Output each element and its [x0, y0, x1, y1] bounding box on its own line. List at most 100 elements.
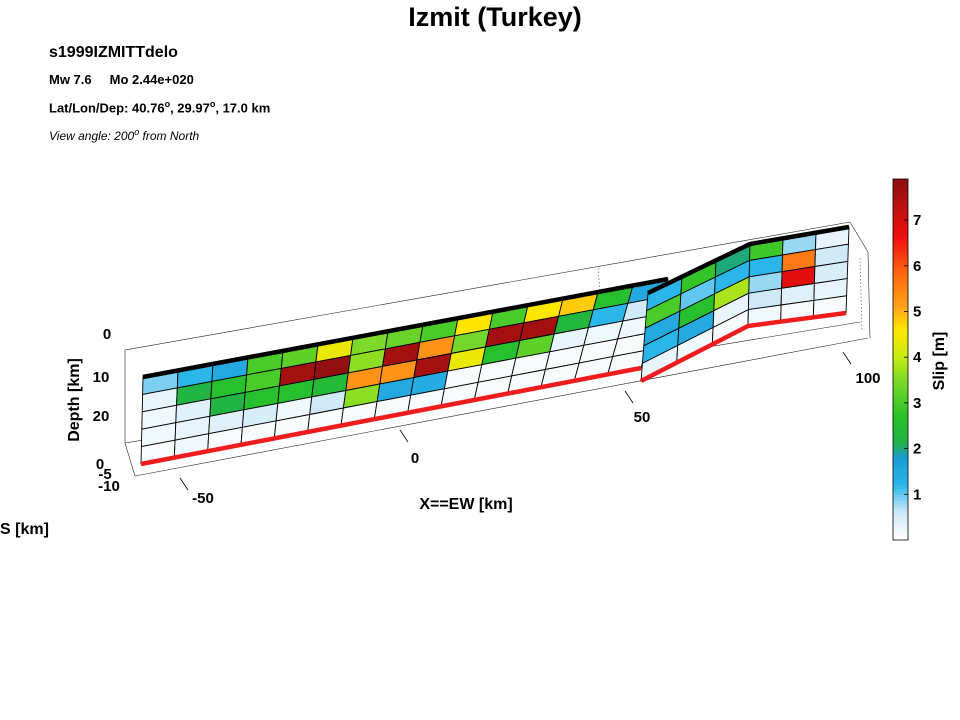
colorbar-segment	[893, 467, 908, 472]
colorbar-segment	[893, 476, 908, 481]
colorbar-segment	[893, 242, 908, 246]
colorbar-segment	[893, 212, 908, 216]
colorbar-segment	[893, 314, 908, 318]
colorbar-segment	[893, 443, 908, 448]
depth-tick-label: 20	[93, 408, 110, 425]
colorbar-segment	[893, 503, 908, 508]
colorbar-segment	[893, 335, 908, 340]
colorbar-tick-label: 7	[913, 212, 921, 229]
colorbar-segment	[893, 203, 908, 207]
colorbar-segment	[893, 251, 908, 255]
x-tick	[624, 390, 634, 404]
colorbar-segment	[893, 353, 908, 358]
x-tick-label: 50	[634, 409, 651, 426]
axes-box-line	[849, 221, 869, 253]
seismic-moment: Mo 2.44e+020	[109, 72, 194, 87]
colorbar-segment	[893, 380, 908, 385]
fault-top-edge	[142, 276, 669, 380]
colorbar-segment	[893, 233, 908, 237]
colorbar-segment	[893, 302, 908, 306]
colorbar-segment	[893, 506, 908, 511]
colorbar-segment	[893, 485, 908, 490]
colorbar-segment	[893, 245, 908, 249]
axes-box-line	[124, 442, 136, 477]
colorbar-segment	[893, 248, 908, 252]
depth-tick-label: 10	[93, 369, 110, 386]
x-tick-label: -50	[192, 490, 214, 507]
colorbar-segment	[893, 440, 908, 445]
colorbar-segment	[893, 389, 908, 394]
view-prefix: View angle: 200	[49, 129, 135, 143]
colorbar-segment	[893, 419, 908, 424]
colorbar-segment	[893, 392, 908, 397]
colorbar-tick-label: 2	[913, 441, 921, 458]
colorbar-segment	[893, 464, 908, 469]
fault-bottom-edge	[639, 310, 847, 384]
colorbar-segment	[893, 347, 908, 352]
colorbar-segment	[893, 281, 908, 285]
colorbar-segment	[893, 179, 908, 183]
colorbar-segment	[893, 494, 908, 499]
axes-box-line	[134, 337, 869, 477]
colorbar-segment	[893, 356, 908, 361]
colorbar-segment	[893, 482, 908, 487]
axes-box-line	[867, 251, 871, 339]
colorbar-segment	[893, 332, 908, 337]
colorbar-segment	[893, 473, 908, 478]
x-tick-label: 100	[855, 370, 880, 387]
colorbar-segment	[893, 296, 908, 300]
colorbar-segment	[893, 488, 908, 493]
ns-tick-label: 0	[96, 456, 104, 473]
colorbar-segment	[893, 254, 908, 258]
ns-tick-label: -10	[98, 478, 120, 495]
colorbar-segment	[893, 206, 908, 210]
degree-mark: o	[134, 127, 140, 137]
colorbar-segment	[893, 413, 908, 418]
ns-tick-label: -5	[98, 466, 111, 483]
longitude-text: , 29.97	[170, 100, 210, 116]
colorbar-tick-label: 4	[913, 349, 922, 366]
colorbar-segment	[893, 299, 908, 303]
grid-line	[597, 267, 601, 291]
colorbar-segment	[893, 368, 908, 373]
colorbar-segment	[893, 371, 908, 376]
colorbar-segment	[893, 317, 908, 321]
colorbar-label: Slip [m]	[931, 332, 948, 391]
fault-top-edge	[647, 224, 850, 296]
x-tick-label: 0	[411, 450, 419, 467]
colorbar-segment	[893, 518, 908, 523]
colorbar-segment	[893, 452, 908, 457]
colorbar-segment	[893, 329, 908, 334]
magnitude-line: Mw 7.6 Mo 2.44e+020	[49, 72, 194, 87]
colorbar-segment	[893, 311, 908, 315]
colorbar-segment	[893, 269, 908, 273]
colorbar-segment	[893, 425, 908, 430]
colorbar-segment	[893, 410, 908, 415]
colorbar-segment	[893, 275, 908, 279]
colorbar-segment	[893, 416, 908, 421]
colorbar-segment	[893, 521, 908, 526]
fault-bottom-edge	[140, 365, 642, 467]
colorbar-segment	[893, 326, 908, 331]
colorbar-segment	[893, 491, 908, 496]
colorbar-segment	[893, 191, 908, 195]
colorbar-segment	[893, 374, 908, 379]
colorbar: 1 2 3 4 5 6 7	[892, 178, 922, 541]
colorbar-segment	[893, 437, 908, 442]
colorbar-segment	[893, 188, 908, 192]
colorbar-segment	[893, 338, 908, 343]
x-axis-label: X==EW [km]	[419, 496, 512, 513]
colorbar-segment	[893, 272, 908, 276]
colorbar-segment	[893, 395, 908, 400]
colorbar-segment	[893, 401, 908, 406]
colorbar-segment	[893, 290, 908, 294]
colorbar-segment	[893, 227, 908, 231]
degree-mark: o	[164, 99, 171, 109]
colorbar-segment	[893, 341, 908, 346]
colorbar-segment	[893, 383, 908, 388]
colorbar-frame	[892, 178, 909, 541]
colorbar-segment	[893, 278, 908, 282]
axes-box-line	[124, 221, 851, 351]
colorbar-tick-label: 3	[913, 395, 921, 412]
